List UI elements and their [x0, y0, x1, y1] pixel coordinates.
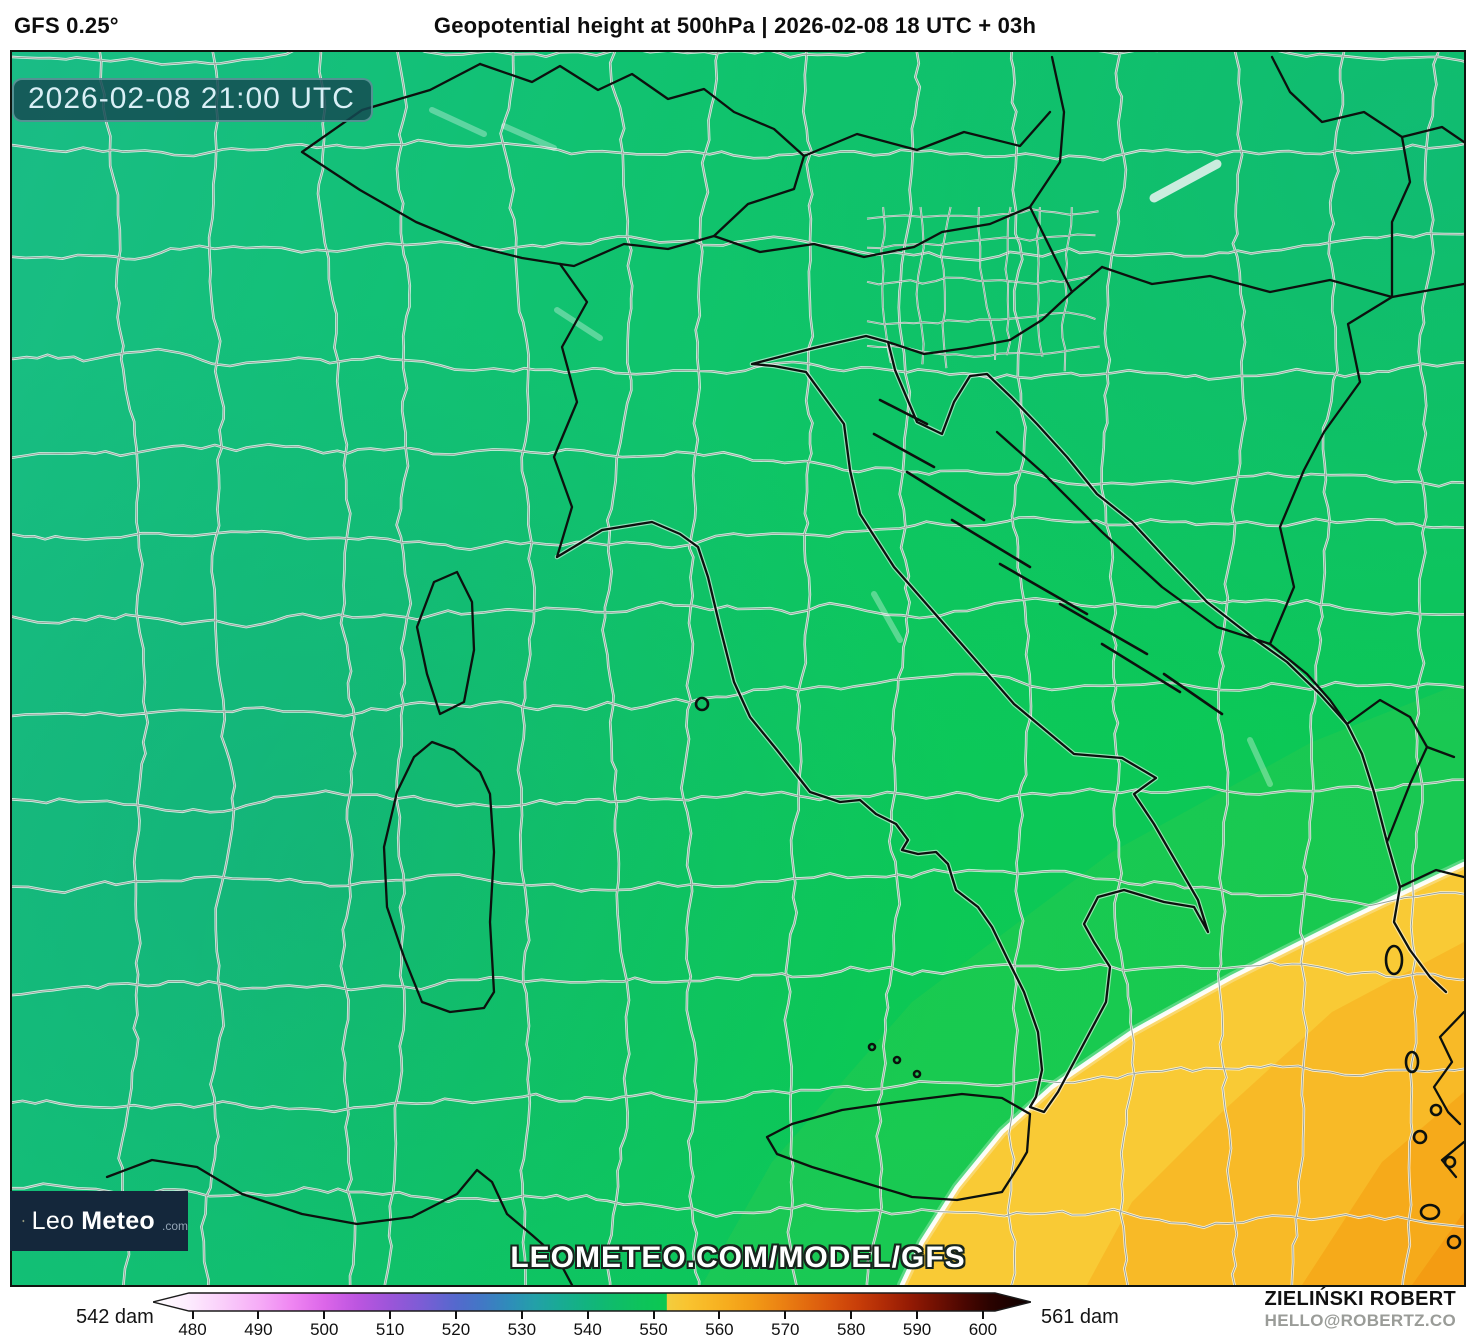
legend-tick-label-510: 510 [376, 1320, 404, 1340]
legend-min-label: 542 dam [76, 1306, 154, 1329]
legend-tick-mark [192, 1311, 194, 1319]
legend-tick-label-550: 550 [639, 1320, 667, 1340]
logo-text-meteo: Meteo [81, 1207, 155, 1236]
legend-tick-mark [323, 1311, 325, 1319]
logo-text-tld: .com [162, 1219, 188, 1233]
legend-tick-mark [982, 1311, 984, 1319]
legend-tick-mark [455, 1311, 457, 1319]
watermark: LEOMETEO.COM/MODEL/GFS [510, 1241, 965, 1275]
sun-icon [22, 1200, 25, 1242]
legend-tick-label-540: 540 [574, 1320, 602, 1340]
legend-tick-label-590: 590 [903, 1320, 931, 1340]
model-label: GFS 0.25° [14, 13, 119, 39]
legend-tick-label-520: 520 [442, 1320, 470, 1340]
contact-email: HELLO@ROBERTZ.CO [1265, 1311, 1456, 1331]
colorbar-arrow [153, 1293, 1031, 1311]
legend-tick-label-500: 500 [310, 1320, 338, 1340]
legend-tick-label-600: 600 [969, 1320, 997, 1340]
legend-tick-mark [587, 1311, 589, 1319]
colorbar [153, 1292, 1031, 1312]
colorbar-svg [153, 1292, 1031, 1312]
legend-tick-mark [916, 1311, 918, 1319]
map-canvas [12, 52, 1464, 1285]
page-title: Geopotential height at 500hPa | 2026-02-… [434, 13, 1036, 39]
timestamp-badge: 2026-02-08 21:00 UTC [12, 78, 373, 122]
credits: ZIELIŃSKI ROBERT HELLO@ROBERTZ.CO [1265, 1288, 1456, 1331]
legend-tick-mark [257, 1311, 259, 1319]
legend-tick-label-490: 490 [244, 1320, 272, 1340]
legend-tick-label-580: 580 [837, 1320, 865, 1340]
legend-tick-mark [389, 1311, 391, 1319]
legend-max-label: 561 dam [1041, 1306, 1119, 1329]
legend-tick-mark [850, 1311, 852, 1319]
legend-tick-label-560: 560 [705, 1320, 733, 1340]
legend-tick-mark [653, 1311, 655, 1319]
logo-text-leo: Leo [32, 1207, 75, 1236]
legend-tick-mark [718, 1311, 720, 1319]
author-name: ZIELIŃSKI ROBERT [1265, 1288, 1456, 1311]
legend-tick-label-570: 570 [771, 1320, 799, 1340]
legend-tick-label-480: 480 [178, 1320, 206, 1340]
legend-tick-mark [784, 1311, 786, 1319]
legend-tick-label-530: 530 [508, 1320, 536, 1340]
legend-tick-mark [521, 1311, 523, 1319]
